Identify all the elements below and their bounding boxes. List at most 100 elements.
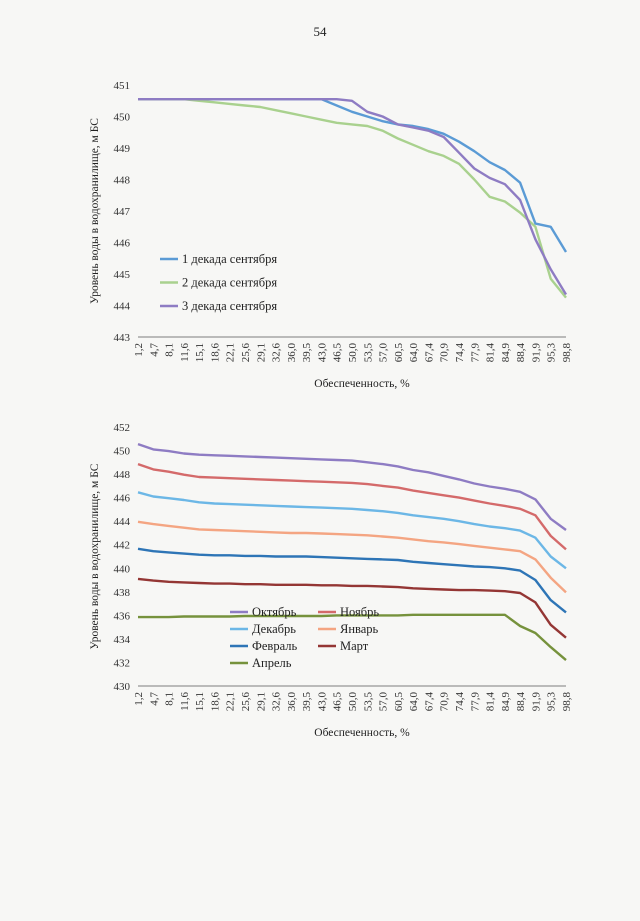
x-tick-label: 43,0: [316, 343, 328, 363]
y-tick-label: 450: [114, 446, 131, 458]
x-tick-label: 88,4: [515, 343, 527, 363]
x-tick-label: 91,9: [530, 343, 542, 363]
x-tick-label: 60,5: [393, 692, 405, 712]
x-tick-label: 39,5: [301, 692, 313, 712]
y-tick-label: 443: [114, 332, 131, 344]
y-tick-label: 448: [114, 175, 131, 187]
y-tick-label: 449: [114, 143, 131, 155]
y-tick-label: 436: [114, 610, 131, 622]
x-tick-label: 46,5: [332, 343, 344, 363]
x-tick-label: 8,1: [164, 692, 176, 706]
series-line: [137, 442, 567, 531]
y-tick-label: 448: [114, 469, 131, 481]
x-tick-label: 91,9: [530, 692, 542, 712]
y-tick-label: 450: [114, 112, 131, 124]
x-tick-label: 29,1: [255, 343, 267, 362]
series-line: [138, 98, 568, 296]
legend-label: 1 декада сентября: [182, 252, 277, 266]
y-tick-label: 445: [114, 269, 131, 281]
x-tick-label: 53,5: [362, 692, 374, 712]
x-tick-label: 53,5: [362, 343, 374, 363]
x-axis-title: Обеспеченность, %: [314, 727, 410, 739]
x-tick-label: 60,5: [393, 343, 405, 363]
x-tick-label: 84,9: [500, 343, 512, 363]
legend-label: 2 декада сентября: [182, 276, 277, 290]
series-line: [137, 520, 567, 594]
x-tick-label: 18,6: [209, 343, 221, 363]
x-tick-label: 22,1: [225, 343, 237, 362]
x-tick-label: 11,6: [179, 692, 191, 711]
y-tick-label: 440: [114, 563, 131, 575]
x-tick-label: 77,9: [469, 343, 481, 363]
y-tick-label: 438: [114, 587, 131, 599]
legend-label: Ноябрь: [340, 605, 379, 619]
x-tick-label: 70,9: [439, 343, 451, 363]
y-tick-label: 444: [114, 301, 131, 313]
series-line: [137, 491, 567, 570]
y-tick-label: 446: [114, 493, 131, 505]
x-tick-label: 1,2: [133, 343, 145, 357]
series-line: [138, 98, 567, 299]
y-tick-label: 432: [114, 657, 131, 669]
x-tick-label: 46,5: [332, 692, 344, 712]
x-tick-label: 25,6: [240, 692, 252, 712]
x-tick-label: 95,3: [546, 343, 558, 363]
legend-label: Февраль: [252, 639, 297, 653]
x-tick-label: 1,2: [133, 692, 145, 706]
legend-label: 3 декада сентября: [182, 299, 277, 313]
x-tick-label: 50,0: [347, 692, 359, 712]
x-tick-label: 32,6: [271, 343, 283, 363]
series-line: [137, 577, 567, 639]
x-tick-label: 70,9: [439, 692, 451, 712]
x-tick-label: 64,0: [408, 343, 420, 363]
x-tick-label: 95,3: [546, 692, 558, 712]
x-tick-label: 15,1: [194, 343, 206, 362]
x-tick-label: 4,7: [148, 343, 160, 357]
y-tick-label: 451: [114, 80, 131, 92]
y-tick-label: 446: [114, 238, 131, 250]
x-tick-label: 18,6: [209, 692, 221, 712]
x-tick-label: 11,6: [179, 343, 191, 362]
x-tick-label: 43,0: [316, 692, 328, 712]
x-tick-label: 29,1: [255, 692, 267, 711]
y-tick-label: 447: [114, 206, 131, 218]
x-tick-label: 74,4: [454, 343, 466, 363]
x-tick-label: 81,4: [485, 692, 497, 712]
legend-label: Декабрь: [252, 622, 296, 636]
x-tick-label: 98,8: [561, 343, 573, 363]
x-tick-label: 57,0: [378, 343, 390, 363]
x-tick-label: 39,5: [301, 343, 313, 363]
y-tick-label: 444: [114, 516, 131, 528]
page-number: 54: [313, 24, 327, 39]
x-tick-label: 50,0: [347, 343, 359, 363]
x-tick-label: 8,1: [164, 343, 176, 357]
x-tick-label: 57,0: [378, 692, 390, 712]
legend-label: Апрель: [252, 656, 292, 670]
y-tick-label: 434: [114, 634, 131, 646]
x-tick-label: 4,7: [148, 692, 160, 706]
x-tick-label: 15,1: [194, 692, 206, 711]
series-line: [138, 98, 568, 253]
y-axis-title: Уровень воды в водохранилище, м БС: [89, 118, 101, 304]
series-line: [138, 613, 567, 662]
x-tick-label: 32,6: [271, 692, 283, 712]
x-tick-label: 84,9: [500, 692, 512, 712]
x-tick-label: 88,4: [515, 692, 527, 712]
legend-label: Январь: [340, 622, 379, 636]
legend-label: Март: [340, 639, 369, 653]
series-line: [137, 462, 567, 551]
y-tick-label: 452: [114, 422, 131, 434]
x-tick-label: 25,6: [240, 343, 252, 363]
x-tick-label: 81,4: [485, 342, 497, 362]
y-tick-label: 442: [114, 540, 131, 552]
x-tick-label: 64,0: [408, 692, 420, 712]
x-tick-label: 22,1: [225, 692, 237, 711]
x-axis-title: Обеспеченность, %: [314, 378, 410, 390]
x-tick-label: 67,4: [423, 343, 435, 363]
x-tick-label: 77,9: [469, 692, 481, 712]
chart-september-decades: 443 444 445 446 447 448 449 450 451 1,2 4,7 8,1 11,6…: [89, 80, 573, 390]
legend-label: Октябрь: [252, 605, 297, 619]
x-tick-label: 74,4: [454, 692, 466, 712]
y-axis-title: Уровень воды в водохранилище, м БС: [89, 463, 101, 649]
